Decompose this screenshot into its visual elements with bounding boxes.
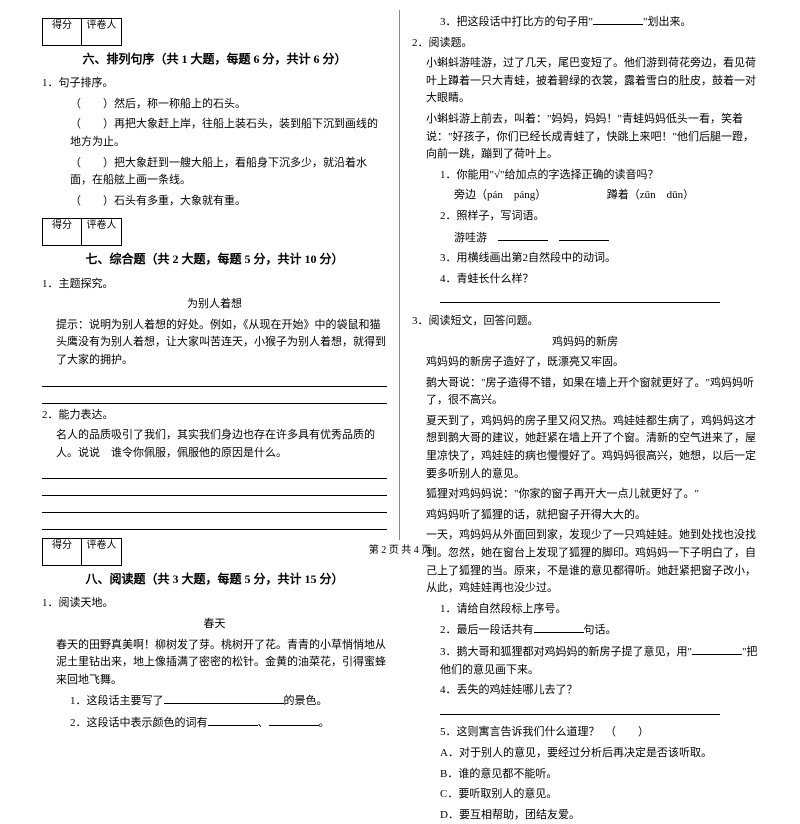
q6-num: 2．阅读题。 xyxy=(412,35,758,53)
q2-hint: 提示：说明为别人着想的好处。例如，《从现在开始》中的袋鼠和猫头鹰没有为别人着想，… xyxy=(42,317,387,370)
answer-line xyxy=(42,516,387,530)
q2-title: 为别人着想 xyxy=(42,296,387,314)
q7-num: 3．阅读短文，回答问题。 xyxy=(412,313,758,331)
q7-s5a: A．对于别人的意见，要经过分析后再决定是否该听取。 xyxy=(412,745,758,763)
q1-opt-c: （ ）把大象赶到一艘大船上，看船身下沉多少，就沿着水面，在船舷上画一条线。 xyxy=(42,155,387,190)
answer-line xyxy=(42,482,387,496)
answer-line xyxy=(42,390,387,404)
q1-opt-d: （ ）石头有多重，大象就有重。 xyxy=(42,193,387,211)
section-7-title: 七、综合题（共 2 大题，每题 5 分，共计 10 分） xyxy=(42,250,387,269)
q5-sub3: 3．把这段话中打比方的句子用" "划出来。 xyxy=(412,13,758,32)
q6-s2a-txt: 游哇游 xyxy=(454,232,487,244)
page-container: 得分 评卷人 六、排列句序（共 1 大题，每题 6 分，共计 6 分） 1．句子… xyxy=(0,0,800,540)
q4-sub2-a: 2．这段话中表示颜色的词有 xyxy=(70,717,208,729)
blank xyxy=(559,229,609,241)
q6-s1a: 旁边（pán páng） 蹲着（zūn dūn） xyxy=(412,187,758,205)
q7-s5c: C．要听取别人的意见。 xyxy=(412,786,758,804)
q1-stem: 1．句子排序。 xyxy=(42,75,387,93)
q7-s2b: 句话。 xyxy=(584,624,617,636)
q7-title: 鸡妈妈的新房 xyxy=(412,334,758,352)
q2-num: 1．主题探究。 xyxy=(42,276,387,294)
q7-s1: 1．请给自然段标上序号。 xyxy=(412,601,758,619)
q7-s5d: D．要互相帮助，团结友爱。 xyxy=(412,807,758,824)
q3-text: 名人的品质吸引了我们，其实我们身边也存在许多具有优秀品质的人。说说 谁令你佩服，… xyxy=(42,427,387,462)
q6-p1: 小蝌蚪游哇游，过了几天，尾巴变短了。他们游到荷花旁边，看见荷叶上蹲着一只大青蛙，… xyxy=(412,55,758,108)
blank xyxy=(440,703,720,715)
section-8-title: 八、阅读题（共 3 大题，每题 5 分，共计 15 分） xyxy=(42,570,387,589)
score-cell-grader: 评卷人 xyxy=(82,18,122,46)
q6-s2: 2．照样子，写词语。 xyxy=(412,208,758,226)
q1-opt-a: （ ）然后，称一称船上的石头。 xyxy=(42,96,387,114)
q4-sub1-b: 的景色。 xyxy=(284,695,328,707)
q7-s2: 2．最后一段话共有 句话。 xyxy=(412,621,758,640)
blank xyxy=(498,229,548,241)
q4-title: 春天 xyxy=(42,616,387,634)
q4-num: 1．阅读天地。 xyxy=(42,595,387,613)
q7-s4-blank xyxy=(412,703,758,722)
q6-s2a: 游哇游 xyxy=(412,229,758,248)
right-column: 3．把这段话中打比方的句子用" "划出来。 2．阅读题。 小蝌蚪游哇游，过了几天，… xyxy=(400,10,770,540)
q7-p4: 狐狸对鸡妈妈说："你家的窗子再开大一点儿就更好了。" xyxy=(412,486,758,504)
q4-sub2-c: 。 xyxy=(319,717,330,729)
q4-sub1: 1．这段话主要写了 的景色。 xyxy=(42,692,387,711)
answer-line xyxy=(42,373,387,387)
q4-sub2-b: 、 xyxy=(258,717,269,729)
q3-num: 2．能力表达。 xyxy=(42,407,387,425)
blank xyxy=(164,692,284,704)
score-box: 得分 评卷人 xyxy=(42,218,387,246)
q7-s5: 5．这则寓言告诉我们什么道理？ （ ） xyxy=(412,724,758,742)
q5-sub3-a: 3．把这段话中打比方的句子用" xyxy=(440,16,593,28)
q7-s4: 4．丢失的鸡娃娃哪儿去了？ xyxy=(412,682,758,700)
q4-sub1-a: 1．这段话主要写了 xyxy=(70,695,164,707)
blank xyxy=(593,13,643,25)
score-cell-score: 得分 xyxy=(42,18,82,46)
q6-s4-blank xyxy=(412,291,758,310)
blank xyxy=(208,714,258,726)
blank xyxy=(692,643,742,655)
q7-s3a: 3．鹅大哥和狐狸都对鸡妈妈的新房子提了意见，用" xyxy=(440,646,692,658)
score-box: 得分 评卷人 xyxy=(42,18,387,46)
blank xyxy=(269,714,319,726)
q7-p1: 鸡妈妈的新房子造好了，既漂亮又牢固。 xyxy=(412,354,758,372)
blank xyxy=(440,291,720,303)
section-6-title: 六、排列句序（共 1 大题，每题 6 分，共计 6 分） xyxy=(42,50,387,69)
q6-s1: 1．你能用"√"给加点的字选择正确的读音吗？ xyxy=(412,167,758,185)
q5-sub3-b: "划出来。 xyxy=(643,16,692,28)
answer-line xyxy=(42,499,387,513)
q7-p5: 鸡妈妈听了狐狸的话，就把窗子开得大大的。 xyxy=(412,507,758,525)
q7-s3: 3．鹅大哥和狐狸都对鸡妈妈的新房子提了意见，用""把他们的意见画下来。 xyxy=(412,643,758,679)
left-column: 得分 评卷人 六、排列句序（共 1 大题，每题 6 分，共计 6 分） 1．句子… xyxy=(30,10,400,540)
q7-s2a: 2．最后一段话共有 xyxy=(440,624,534,636)
score-cell-score: 得分 xyxy=(42,218,82,246)
q7-s5b: B．谁的意见都不能听。 xyxy=(412,766,758,784)
q7-p3: 夏天到了，鸡妈妈的房子里又闷又热。鸡娃娃都生病了，鸡妈妈这才想到鹅大哥的建议，她… xyxy=(412,413,758,483)
q1-opt-b: （ ）再把大象赶上岸，往船上装石头，装到船下沉到画线的地方为止。 xyxy=(42,116,387,151)
answer-line xyxy=(42,465,387,479)
q7-p2: 鹅大哥说："房子造得不错，如果在墙上开个窗就更好了。"鸡妈妈听了，很不高兴。 xyxy=(412,375,758,410)
q4-sub2: 2．这段话中表示颜色的词有 、 。 xyxy=(42,714,387,733)
score-cell-grader: 评卷人 xyxy=(82,218,122,246)
q6-p2: 小蝌蚪游上前去，叫着："妈妈，妈妈！"青蛙妈妈低头一看，笑着说："好孩子，你们已… xyxy=(412,111,758,164)
q6-s3: 3．用横线画出第2自然段中的动词。 xyxy=(412,250,758,268)
blank xyxy=(534,621,584,633)
page-footer: 第 2 页 共 4 页 xyxy=(0,543,800,559)
q7-p6: 一天，鸡妈妈从外面回到家，发现少了一只鸡娃娃。她到处找也没找到。忽然，她在窗台上… xyxy=(412,527,758,597)
q6-s4: 4．青蛙长什么样？ xyxy=(412,271,758,289)
q4-para: 春天的田野真美啊！柳树发了芽。桃树开了花。青青的小草悄悄地从泥土里钻出来，地上像… xyxy=(42,637,387,690)
